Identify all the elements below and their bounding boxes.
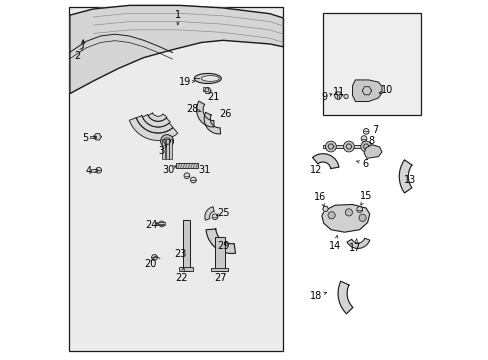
Polygon shape <box>312 154 338 168</box>
Polygon shape <box>352 80 381 102</box>
Polygon shape <box>215 237 224 271</box>
Circle shape <box>159 221 164 227</box>
Polygon shape <box>322 206 328 211</box>
Text: 15: 15 <box>359 191 371 201</box>
Polygon shape <box>176 163 197 168</box>
Circle shape <box>190 177 196 183</box>
Polygon shape <box>179 267 193 271</box>
Text: 6: 6 <box>361 159 367 169</box>
Polygon shape <box>205 229 235 253</box>
Text: 16: 16 <box>313 192 325 202</box>
Polygon shape <box>211 268 228 271</box>
Circle shape <box>356 207 362 212</box>
Polygon shape <box>136 116 173 133</box>
Bar <box>322 13 420 115</box>
Text: 22: 22 <box>175 273 187 283</box>
Polygon shape <box>196 101 213 127</box>
Text: 21: 21 <box>207 92 220 102</box>
Polygon shape <box>346 144 351 149</box>
Text: 24: 24 <box>145 220 158 230</box>
Polygon shape <box>321 204 369 232</box>
Bar <box>69 7 283 351</box>
Circle shape <box>343 141 354 152</box>
Polygon shape <box>91 169 97 172</box>
Circle shape <box>363 129 368 134</box>
Circle shape <box>345 209 352 216</box>
Polygon shape <box>204 207 214 220</box>
Text: 30: 30 <box>163 165 175 175</box>
Text: 25: 25 <box>217 208 229 218</box>
Text: 7: 7 <box>371 125 377 135</box>
Polygon shape <box>129 118 178 140</box>
Circle shape <box>160 135 173 148</box>
Polygon shape <box>399 160 411 193</box>
Polygon shape <box>336 95 339 99</box>
Text: 29: 29 <box>217 240 229 251</box>
Circle shape <box>96 167 102 173</box>
Text: 20: 20 <box>143 258 156 269</box>
Circle shape <box>325 141 336 152</box>
Polygon shape <box>203 87 207 91</box>
Polygon shape <box>70 5 283 94</box>
Polygon shape <box>346 238 369 248</box>
Text: 19: 19 <box>179 77 191 87</box>
Polygon shape <box>204 112 220 134</box>
Text: 27: 27 <box>213 273 226 283</box>
Polygon shape <box>163 138 170 144</box>
Ellipse shape <box>201 76 219 81</box>
Text: 12: 12 <box>309 165 321 175</box>
Polygon shape <box>162 139 164 159</box>
Ellipse shape <box>194 73 221 84</box>
Text: 10: 10 <box>380 85 392 95</box>
Text: 1: 1 <box>175 10 181 20</box>
Polygon shape <box>327 144 333 149</box>
Text: 23: 23 <box>174 249 186 259</box>
Text: 5: 5 <box>82 132 88 143</box>
Polygon shape <box>165 139 168 159</box>
Text: 31: 31 <box>198 165 211 175</box>
Polygon shape <box>169 139 172 159</box>
Polygon shape <box>90 136 96 138</box>
Circle shape <box>343 94 347 99</box>
Circle shape <box>327 212 335 219</box>
Polygon shape <box>182 220 189 271</box>
Polygon shape <box>204 88 211 94</box>
Circle shape <box>358 214 366 221</box>
Polygon shape <box>148 113 166 121</box>
Polygon shape <box>362 87 371 95</box>
Polygon shape <box>322 145 374 148</box>
Polygon shape <box>94 134 101 140</box>
Polygon shape <box>142 115 170 127</box>
Text: 14: 14 <box>328 240 341 251</box>
Text: 18: 18 <box>310 291 322 301</box>
Circle shape <box>360 141 371 152</box>
Text: 3: 3 <box>158 146 163 156</box>
Circle shape <box>183 173 189 179</box>
Polygon shape <box>363 144 368 149</box>
Text: 2: 2 <box>74 51 80 61</box>
Circle shape <box>361 136 366 141</box>
Text: 11: 11 <box>332 87 344 97</box>
Circle shape <box>212 214 218 220</box>
Text: 8: 8 <box>367 136 373 146</box>
Text: 13: 13 <box>403 175 415 185</box>
Text: 26: 26 <box>219 109 231 120</box>
Text: 4: 4 <box>86 166 92 176</box>
Polygon shape <box>156 222 165 225</box>
Text: 9: 9 <box>321 92 327 102</box>
Polygon shape <box>333 92 342 99</box>
Text: 28: 28 <box>186 104 198 114</box>
Circle shape <box>151 255 157 260</box>
Polygon shape <box>337 281 352 314</box>
Text: 17: 17 <box>348 243 361 253</box>
Polygon shape <box>363 145 381 158</box>
